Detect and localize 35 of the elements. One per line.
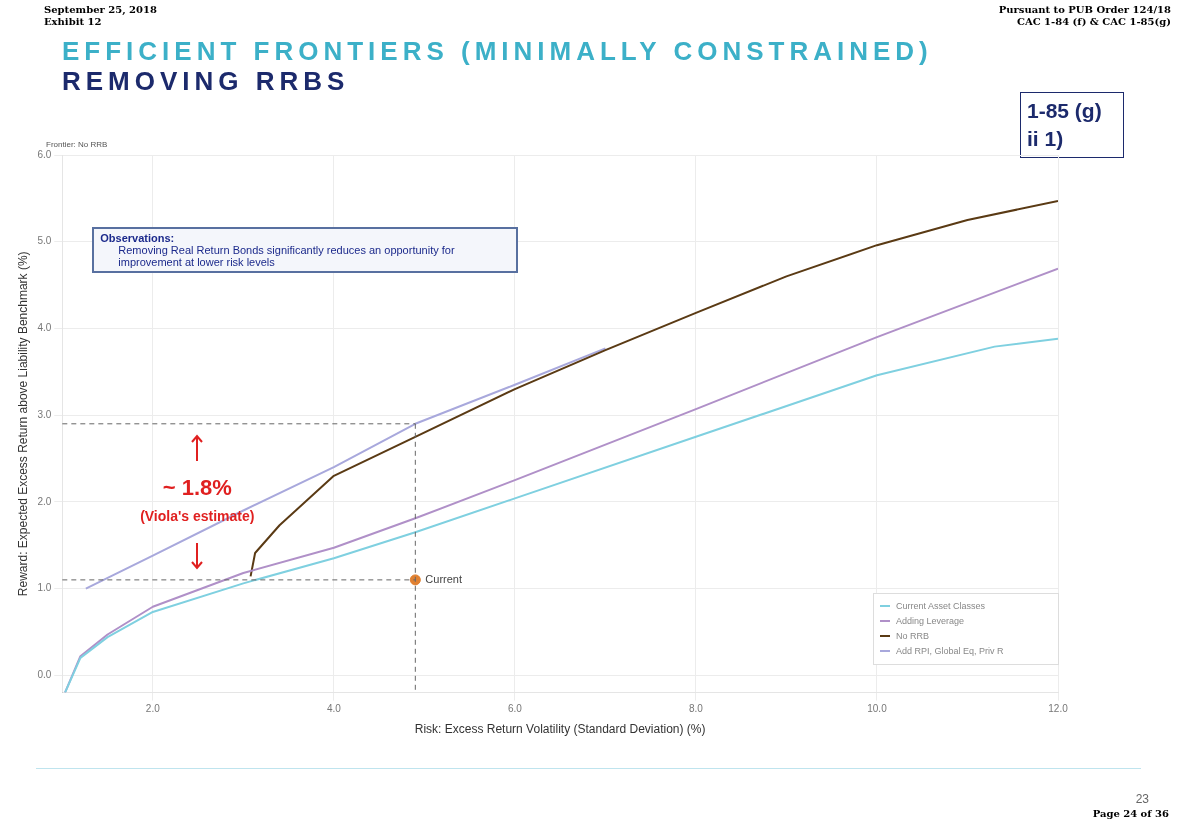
x-tick-label: 6.0	[507, 703, 523, 715]
chart-title: EFFICIENT FRONTIERS (MINIMALLY CONSTRAINED)	[62, 36, 933, 67]
text: Pursuant to PUB Order 124/18	[998, 4, 1171, 16]
annotation: (Viola's estimate)	[140, 507, 255, 524]
annotation: Observations:	[100, 232, 176, 244]
x-tick-label: 10.0	[867, 703, 888, 715]
legend-label: Adding Leverage	[895, 615, 966, 629]
text: CAC 1-84 (f) & CAC 1-85(g)	[1015, 16, 1171, 28]
y-tick-label: 3.0	[37, 408, 52, 420]
annotation: ~ 1.8%	[162, 474, 232, 501]
series-label: Current	[425, 572, 463, 585]
x-tick-label: 8.0	[688, 703, 704, 715]
text-box: Observations: Removing Real Return Bonds significantly reduces an opportunity for improvement at lower risk levels	[92, 227, 519, 273]
y-tick-label: 5.0	[37, 235, 52, 247]
chart-subtitle: REMOVING RRBS	[62, 66, 350, 97]
y-tick-label: 4.0	[37, 322, 52, 334]
y-axis-title: Reward: Expected Excess Return above Liability Benchmark (%)	[15, 251, 30, 597]
x-tick-label: 4.0	[326, 703, 342, 715]
y-tick-label: 0.0	[37, 669, 52, 681]
legend-label: Current Asset Classes	[895, 600, 987, 614]
text: 1-85 (g) ii 1)	[1020, 92, 1124, 158]
text: Exhibit 12	[44, 16, 103, 28]
x-axis-title: Risk: Excess Return Volatility (Standard Deviation) (%)	[414, 722, 706, 737]
text: Page 24 of 36	[1092, 808, 1169, 819]
text: September 25, 2018	[44, 4, 157, 16]
legend-label: Add RPI, Global Eq, Priv R	[895, 645, 1005, 659]
text: Frontier: No RRB	[46, 140, 108, 149]
text: 23	[1135, 792, 1149, 806]
legend-label: No RRB	[895, 630, 930, 644]
x-tick-label: 12.0	[1048, 703, 1069, 715]
x-tick-label: 2.0	[145, 703, 161, 715]
y-tick-label: 1.0	[37, 582, 52, 594]
y-tick-label: 6.0	[37, 148, 52, 160]
y-tick-label: 2.0	[37, 495, 52, 507]
annotation: Removing Real Return Bonds significantly reduces an opportunity for improvement at lower risk levels	[117, 244, 456, 268]
